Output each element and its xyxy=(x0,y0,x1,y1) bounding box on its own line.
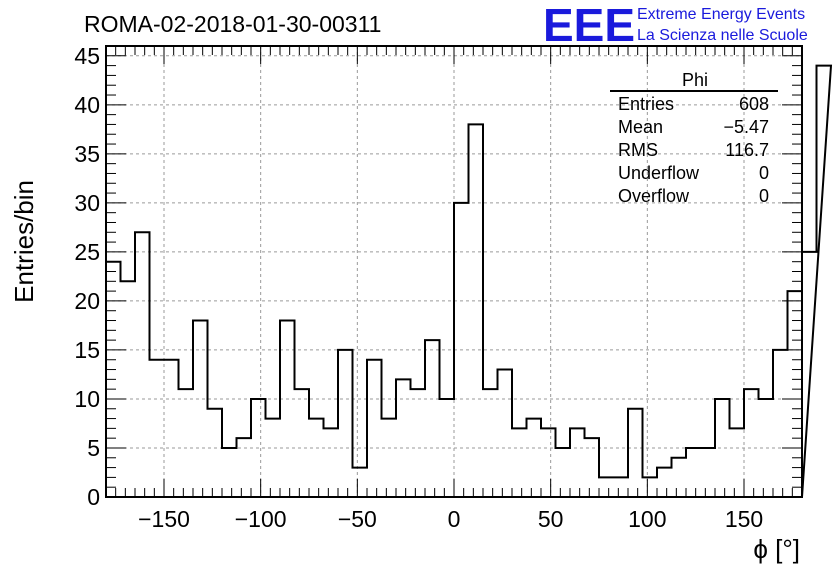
y-tick-label: 30 xyxy=(74,190,100,216)
y-axis-title: Entries/bin xyxy=(9,180,39,303)
stats-value-overflow: 0 xyxy=(759,186,769,206)
y-tick-label: 0 xyxy=(87,484,100,510)
histogram-line xyxy=(105,64,833,498)
x-tick-label: 100 xyxy=(628,506,666,532)
x-tick-label: −150 xyxy=(138,506,190,532)
stats-value-rms: 116.7 xyxy=(725,140,769,160)
eee-logo-line2: La Scienza nelle Scuole xyxy=(637,27,808,44)
x-tick-label: 0 xyxy=(448,506,461,532)
y-tick-label: 35 xyxy=(74,141,100,167)
stats-value-underflow: 0 xyxy=(759,163,769,183)
stats-label-mean: Mean xyxy=(618,117,663,137)
stats-box-title: Phi xyxy=(682,70,708,90)
x-tick-label: 50 xyxy=(538,506,564,532)
stats-value-entries: 608 xyxy=(739,94,769,114)
eee-logo-mark: EEE xyxy=(543,0,635,51)
stats-label-underflow: Underflow xyxy=(618,163,700,183)
x-axis-title: ϕ [°] xyxy=(753,534,800,564)
x-tick-label: 150 xyxy=(725,506,763,532)
y-tick-label: 15 xyxy=(74,337,100,363)
stats-label-overflow: Overflow xyxy=(618,186,690,206)
axis-ticks xyxy=(106,45,802,497)
eee-logo: EEE Extreme Energy Events La Scienza nel… xyxy=(543,0,808,51)
tick-labels: −150 −100 −50 0 50 100 150 0 5 10 15 20 25 30 35 40 45 xyxy=(74,43,763,532)
y-tick-label: 20 xyxy=(74,288,100,314)
stats-label-rms: RMS xyxy=(618,140,658,160)
x-tick-label: −100 xyxy=(235,506,287,532)
y-tick-label: 5 xyxy=(87,435,100,461)
y-tick-label: 40 xyxy=(74,92,100,118)
chart-title: ROMA-02-2018-01-30-00311 xyxy=(84,11,381,37)
y-tick-label: 45 xyxy=(74,43,100,69)
stats-label-entries: Entries xyxy=(618,94,674,114)
x-tick-label: −50 xyxy=(338,506,377,532)
stats-value-mean: −5.47 xyxy=(723,117,769,137)
y-tick-label: 10 xyxy=(74,386,100,412)
y-tick-label: 25 xyxy=(74,239,100,265)
eee-logo-line1: Extreme Energy Events xyxy=(637,6,805,23)
stats-box: Phi Entries 608 Mean −5.47 RMS 116.7 Und… xyxy=(610,70,778,206)
